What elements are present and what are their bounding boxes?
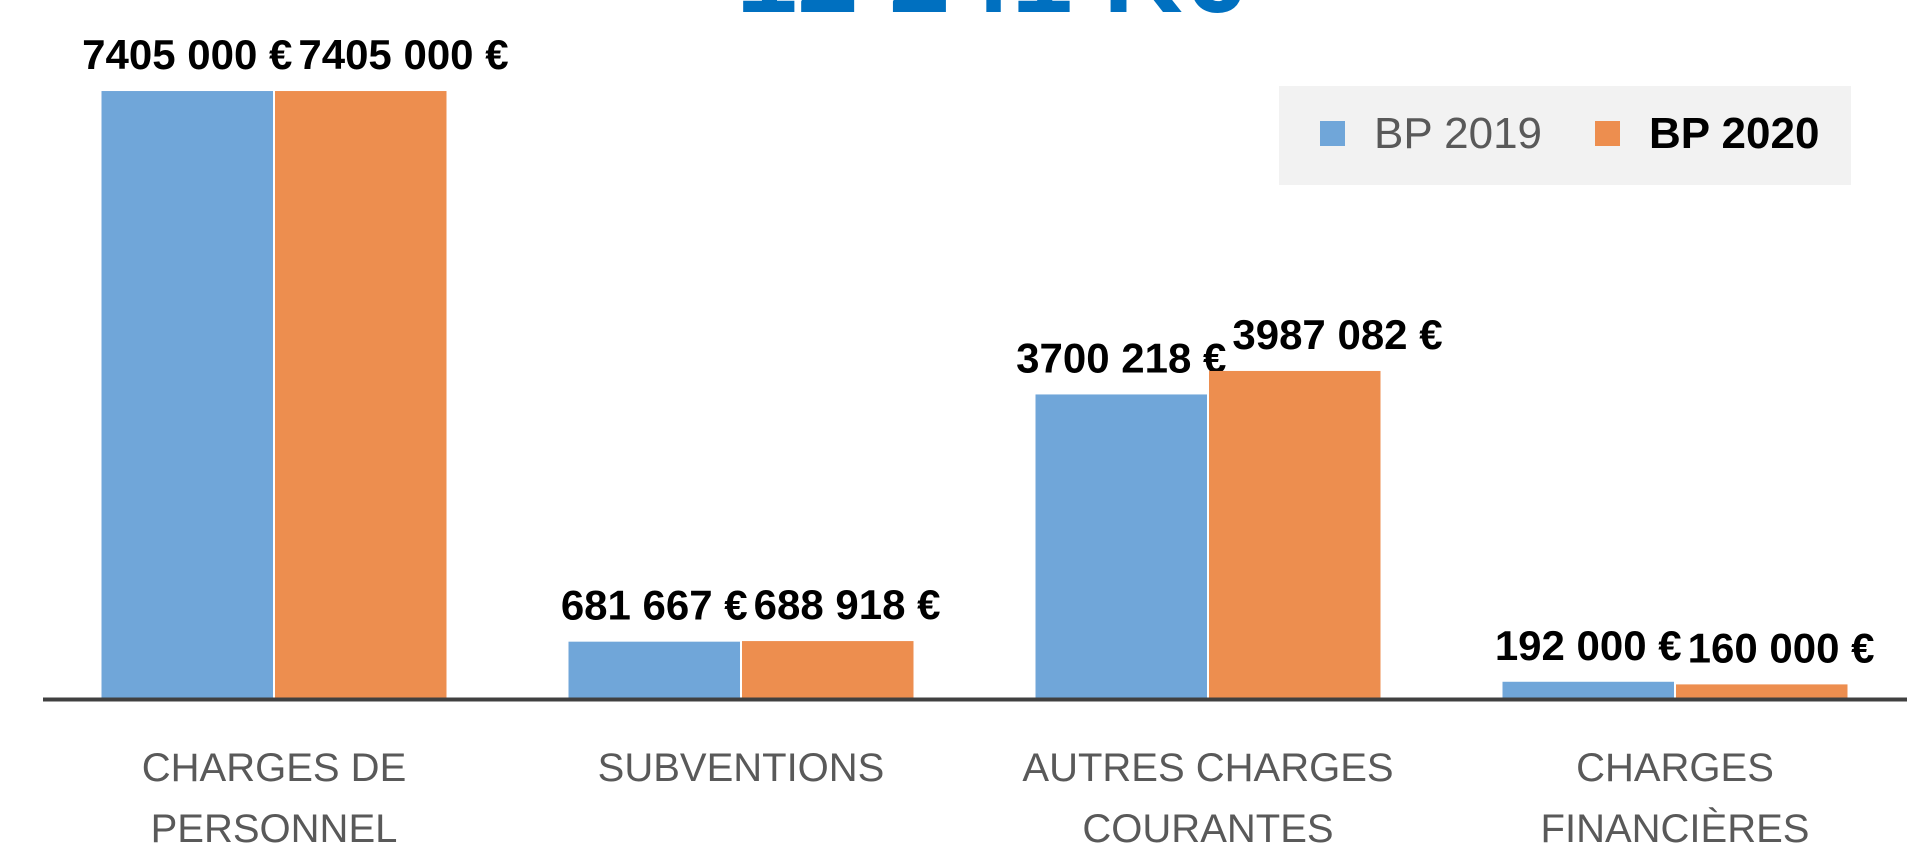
legend-swatch [1595,121,1620,146]
data-label: 192 000 € [1495,622,1682,669]
bar [101,91,273,698]
x-tick-label: AUTRES CHARGES COURANTES [1022,746,1394,851]
x-tick-label: SUBVENTIONS [597,746,885,790]
bar [275,91,447,698]
data-label: 681 667 € [561,582,748,629]
data-label: 160 000 € [1688,624,1875,671]
data-label: 3987 082 € [1232,311,1442,358]
bar [742,641,914,698]
bar [1209,370,1381,698]
data-label: 7405 000 € [82,31,292,78]
bar [1035,394,1207,698]
legend-label: BP 2020 [1649,109,1819,158]
data-label: 7405 000 € [298,31,508,78]
legend-swatch [1320,121,1345,146]
x-tick-label: CHARGES FINANCIÈRES [1540,746,1810,851]
data-label: 3700 218 € [1016,334,1226,381]
x-tick-label: CHARGES DE PERSONNEL [141,746,407,851]
bar [568,641,740,698]
data-label: 688 918 € [754,581,941,628]
bar [1502,681,1674,698]
legend-box [1279,86,1851,185]
bar [1676,684,1848,698]
legend-label: BP 2019 [1374,109,1542,158]
chart-title: 12 241 K€ [736,0,1244,36]
